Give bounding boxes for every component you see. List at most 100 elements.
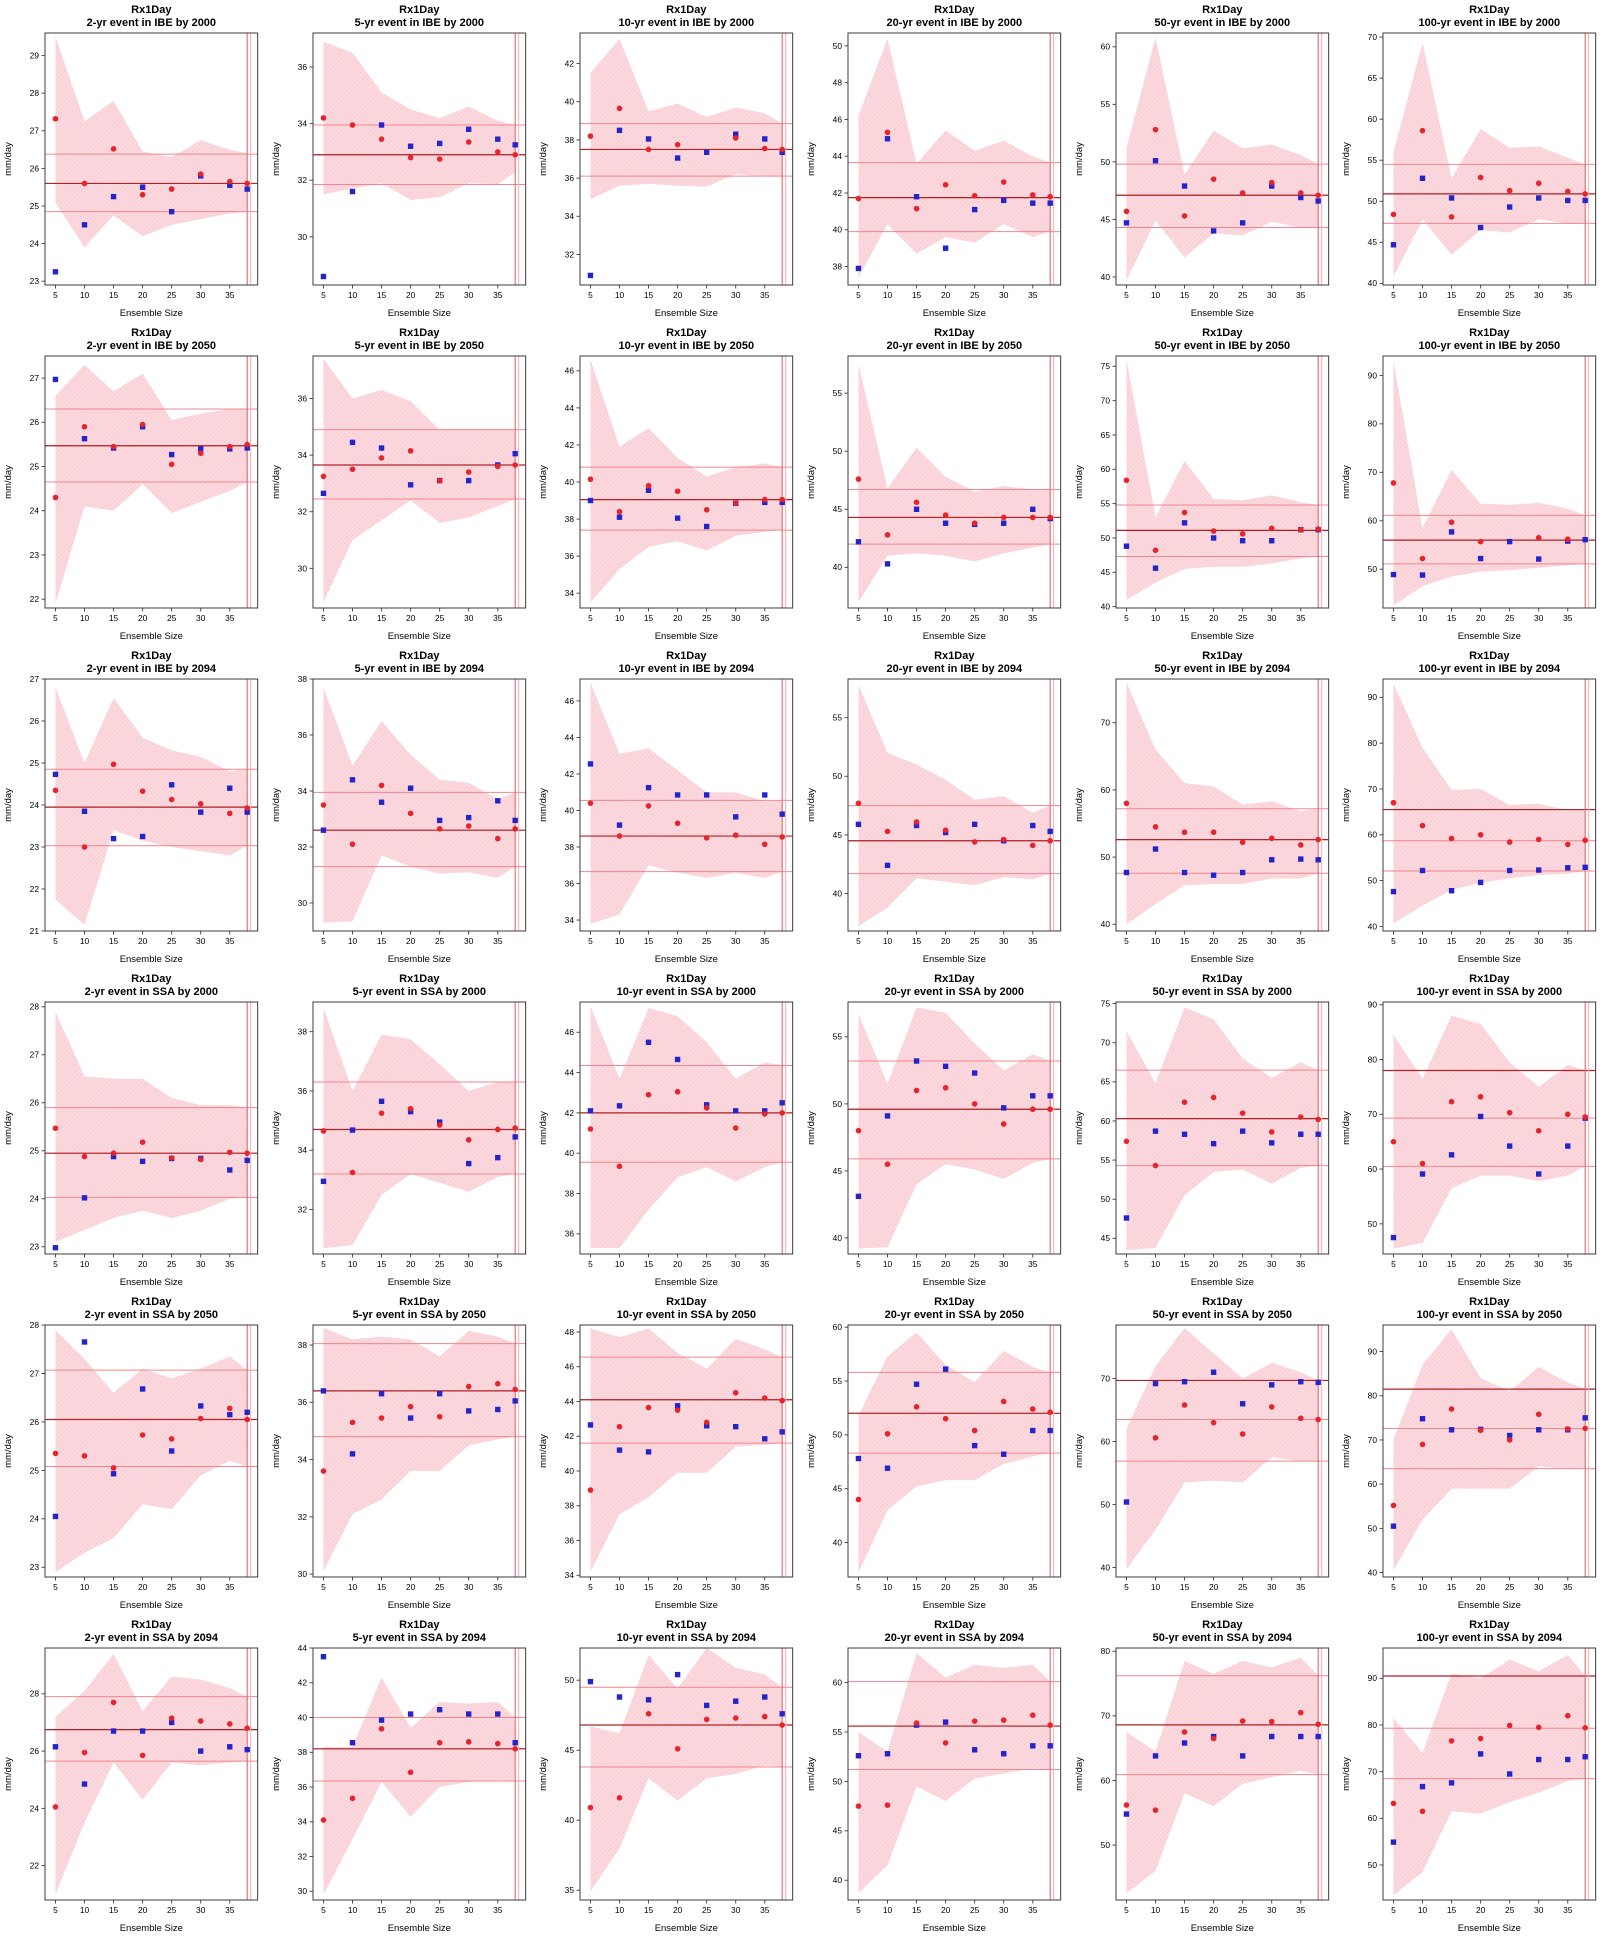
blue-square-point (855, 1455, 862, 1462)
y-tick-label: 42 (565, 58, 575, 68)
y-tick-label: 32 (297, 1512, 307, 1522)
panel-title: Rx1Day (666, 327, 707, 339)
red-dot-point (244, 1416, 250, 1423)
y-tick-label: 24 (30, 1514, 40, 1524)
x-tick-label: 20 (941, 1905, 951, 1915)
chart-panel: 40 45 50 55 60 5 10 15 20 25 30 35 Ensemble Size mm/d… (1074, 4, 1329, 319)
red-dot-series (52, 1405, 250, 1471)
x-tick-label: 5 (53, 613, 58, 623)
x-tick-label: 15 (1180, 290, 1190, 300)
red-dot-point (1315, 1721, 1321, 1728)
red-dot-point (1449, 1406, 1455, 1412)
blue-square-point (1420, 867, 1426, 874)
y-tick-label: 90 (1368, 1346, 1378, 1356)
blue-square-point (971, 206, 978, 213)
x-tick-label: 15 (109, 1259, 119, 1269)
confidence-band (1126, 682, 1318, 925)
confidence-band (590, 359, 783, 603)
blue-square-point (1536, 1171, 1542, 1177)
y-tick-label: 70 (1100, 718, 1110, 728)
axes-box (44, 1324, 259, 1578)
blue-square-series (1123, 1369, 1321, 1505)
x-tick-label: 25 (1505, 1905, 1515, 1915)
y-tick-label: 90 (1368, 1000, 1378, 1010)
blue-square-point (588, 1678, 594, 1685)
panel-title: Rx1Day (131, 327, 172, 339)
x-tick-label: 10 (1150, 936, 1160, 946)
blue-square-point (646, 1697, 652, 1703)
blue-square-point (1478, 224, 1484, 231)
x-tick-label: 20 (406, 1582, 416, 1592)
blue-square-point (320, 827, 326, 833)
blue-square-point (1030, 1427, 1036, 1434)
blue-square-point (465, 1160, 472, 1167)
axes-box (1115, 1001, 1329, 1255)
blue-square-point (198, 809, 204, 815)
x-axis-label: Ensemble Size (120, 1923, 183, 1934)
chart-panel: 40 45 50 55 60 5 10 15 20 25 30 35 Ensemble Size mm/d… (806, 1619, 1062, 1934)
blue-square-point (913, 822, 920, 829)
y-tick-label: 28 (30, 1002, 40, 1012)
x-tick-label: 10 (348, 1582, 358, 1592)
blue-square-point (762, 792, 768, 798)
x-axis-label: Ensemble Size (1190, 954, 1253, 965)
x-tick-label: 35 (225, 936, 235, 946)
red-dot-point (226, 1405, 233, 1412)
chart-panel: 21 22 23 24 25 26 27 5 10 15 20 25 30 35 Ensemble Size… (3, 650, 259, 965)
y-tick-label: 50 (1368, 1219, 1378, 1229)
blue-square-series (1391, 1751, 1589, 1845)
x-tick-label: 10 (80, 936, 90, 946)
x-axis-label: Ensemble Size (1458, 1277, 1521, 1288)
y-axis-label: mm/day (3, 1111, 14, 1145)
chart-panel: 32 34 36 38 40 42 5 10 15 20 25 30 35 Ensemble Size mm… (538, 4, 794, 319)
x-tick-label: 15 (644, 290, 654, 300)
red-dot-point (1047, 837, 1053, 844)
x-tick-label: 15 (644, 613, 654, 623)
red-dot-point (1315, 526, 1321, 532)
red-dot-point (1536, 1724, 1542, 1731)
panel-subtitle: 2-yr event in IBE by 2000 (87, 17, 216, 29)
y-tick-label: 40 (1368, 921, 1378, 931)
panel-subtitle: 2-yr event in IBE by 2050 (87, 340, 216, 352)
x-tick-label: 20 (1476, 936, 1486, 946)
y-tick-label: 34 (297, 450, 307, 460)
x-tick-label: 5 (1391, 936, 1396, 946)
y-tick-label: 40 (565, 1466, 575, 1476)
red-dot-series (587, 476, 786, 515)
y-tick-label: 23 (30, 842, 40, 852)
blue-square-point (227, 1167, 233, 1173)
x-tick-label: 35 (760, 290, 770, 300)
x-tick-label: 15 (1447, 1582, 1457, 1592)
y-tick-label: 65 (1368, 73, 1378, 83)
confidence-band (1126, 359, 1318, 600)
blue-square-point (168, 782, 175, 788)
blue-square-point (884, 136, 891, 142)
x-tick-label: 25 (1505, 936, 1515, 946)
y-tick-label: 55 (1368, 155, 1378, 165)
y-tick-label: 28 (30, 88, 40, 98)
x-tick-label: 25 (435, 613, 445, 623)
panel-title: Rx1Day (399, 1619, 440, 1631)
y-tick-label: 46 (565, 696, 575, 706)
y-tick-label: 44 (565, 1067, 575, 1077)
blue-square-point (81, 435, 88, 442)
red-dot-point (1390, 1502, 1397, 1509)
blue-square-point (1123, 1499, 1129, 1505)
red-dot-point (1239, 1431, 1246, 1437)
blue-square-point (762, 1108, 768, 1114)
confidence-band (1393, 683, 1586, 924)
y-axis-label: mm/day (271, 465, 282, 499)
blue-square-point (779, 1429, 786, 1435)
axes-box (579, 1647, 794, 1901)
y-axis: 35 40 45 50 (565, 1675, 581, 1895)
x-tick-label: 30 (196, 936, 206, 946)
red-dot-point (1582, 837, 1589, 844)
x-axis-label: Ensemble Size (655, 1277, 718, 1288)
red-dot-point (617, 1794, 623, 1801)
confidence-band (858, 1007, 1051, 1249)
x-axis-label: Ensemble Size (1190, 1277, 1253, 1288)
red-dot-point (855, 1496, 862, 1503)
red-dot-point (855, 1803, 862, 1809)
blue-square-point (465, 1711, 472, 1717)
